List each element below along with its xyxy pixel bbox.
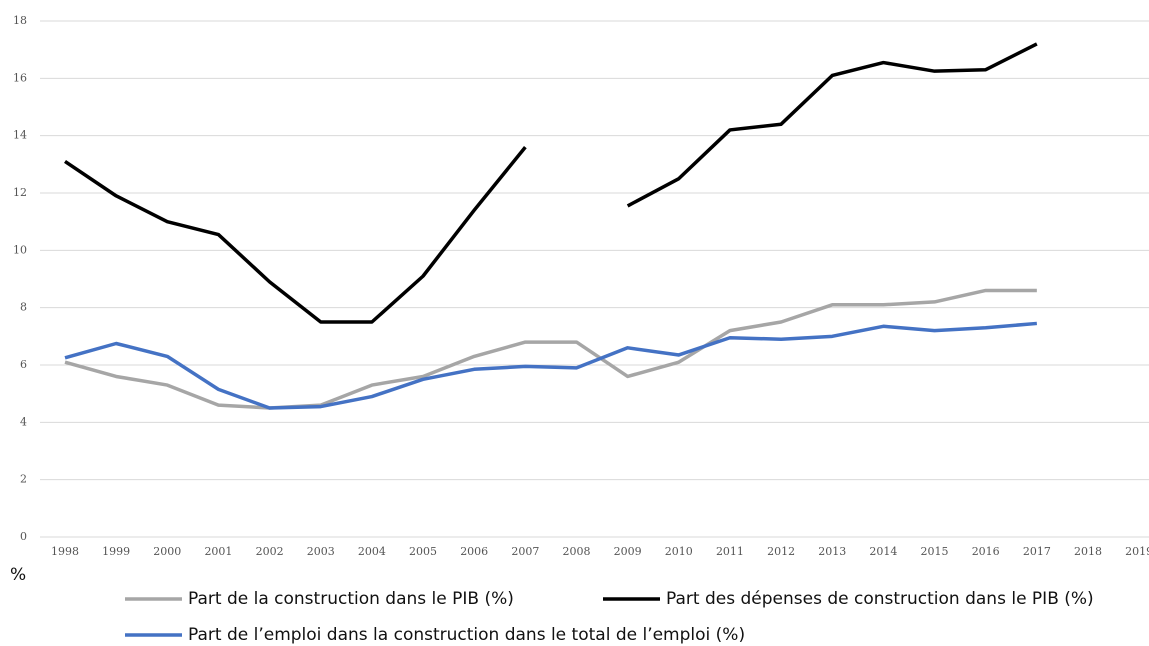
x-tick-label: 2007 — [511, 545, 539, 558]
legend-label: Part de la construction dans le PIB (%) — [188, 589, 514, 609]
x-tick-label: 2017 — [1023, 545, 1051, 558]
y-tick-label: 12 — [13, 186, 27, 199]
y-tick-label: 10 — [13, 243, 27, 256]
x-tick-label: 2019 — [1125, 545, 1149, 558]
x-tick-label: 2016 — [972, 545, 1000, 558]
x-tick-label: 2002 — [256, 545, 284, 558]
x-tick-label: 2012 — [767, 545, 795, 558]
series-line — [64, 288, 1037, 410]
y-tick-label: 8 — [20, 301, 27, 314]
x-tick-label: 2011 — [716, 545, 744, 558]
x-tick-label: 2018 — [1074, 545, 1102, 558]
y-tick-label: 18 — [13, 14, 27, 27]
y-tick-label: 6 — [20, 358, 27, 371]
x-tick-label: 2004 — [358, 545, 386, 558]
y-tick-label: 14 — [13, 129, 27, 142]
y-tick-label: 4 — [20, 415, 27, 428]
x-tick-label: 2015 — [921, 545, 949, 558]
series-line — [64, 321, 1037, 410]
x-tick-label: 2008 — [563, 545, 591, 558]
y-tick-label: 16 — [13, 71, 27, 84]
x-tick-label: 2013 — [818, 545, 846, 558]
y-tick-label: 2 — [20, 473, 27, 486]
x-tick-label: 2000 — [153, 545, 181, 558]
x-tick-label: 1998 — [51, 545, 79, 558]
x-tick-label: 2001 — [204, 545, 232, 558]
y-axis-label: % — [10, 565, 26, 585]
series-line — [64, 42, 1038, 324]
x-tick-label: 2014 — [869, 545, 897, 558]
x-tick-label: 2010 — [665, 545, 693, 558]
x-tick-label: 1999 — [102, 545, 130, 558]
x-tick-label: 2009 — [614, 545, 642, 558]
legend-label: Part des dépenses de construction dans l… — [666, 589, 1094, 609]
y-tick-label: 0 — [20, 530, 27, 543]
x-tick-label: 2003 — [307, 545, 335, 558]
x-tick-label: 2005 — [409, 545, 437, 558]
legend-label: Part de l’emploi dans la construction da… — [188, 625, 745, 645]
x-tick-label: 2006 — [460, 545, 488, 558]
